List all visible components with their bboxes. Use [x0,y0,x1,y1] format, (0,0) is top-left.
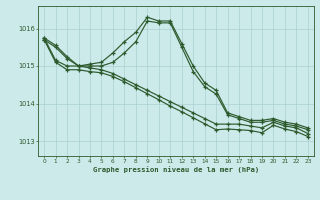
X-axis label: Graphe pression niveau de la mer (hPa): Graphe pression niveau de la mer (hPa) [93,166,259,173]
